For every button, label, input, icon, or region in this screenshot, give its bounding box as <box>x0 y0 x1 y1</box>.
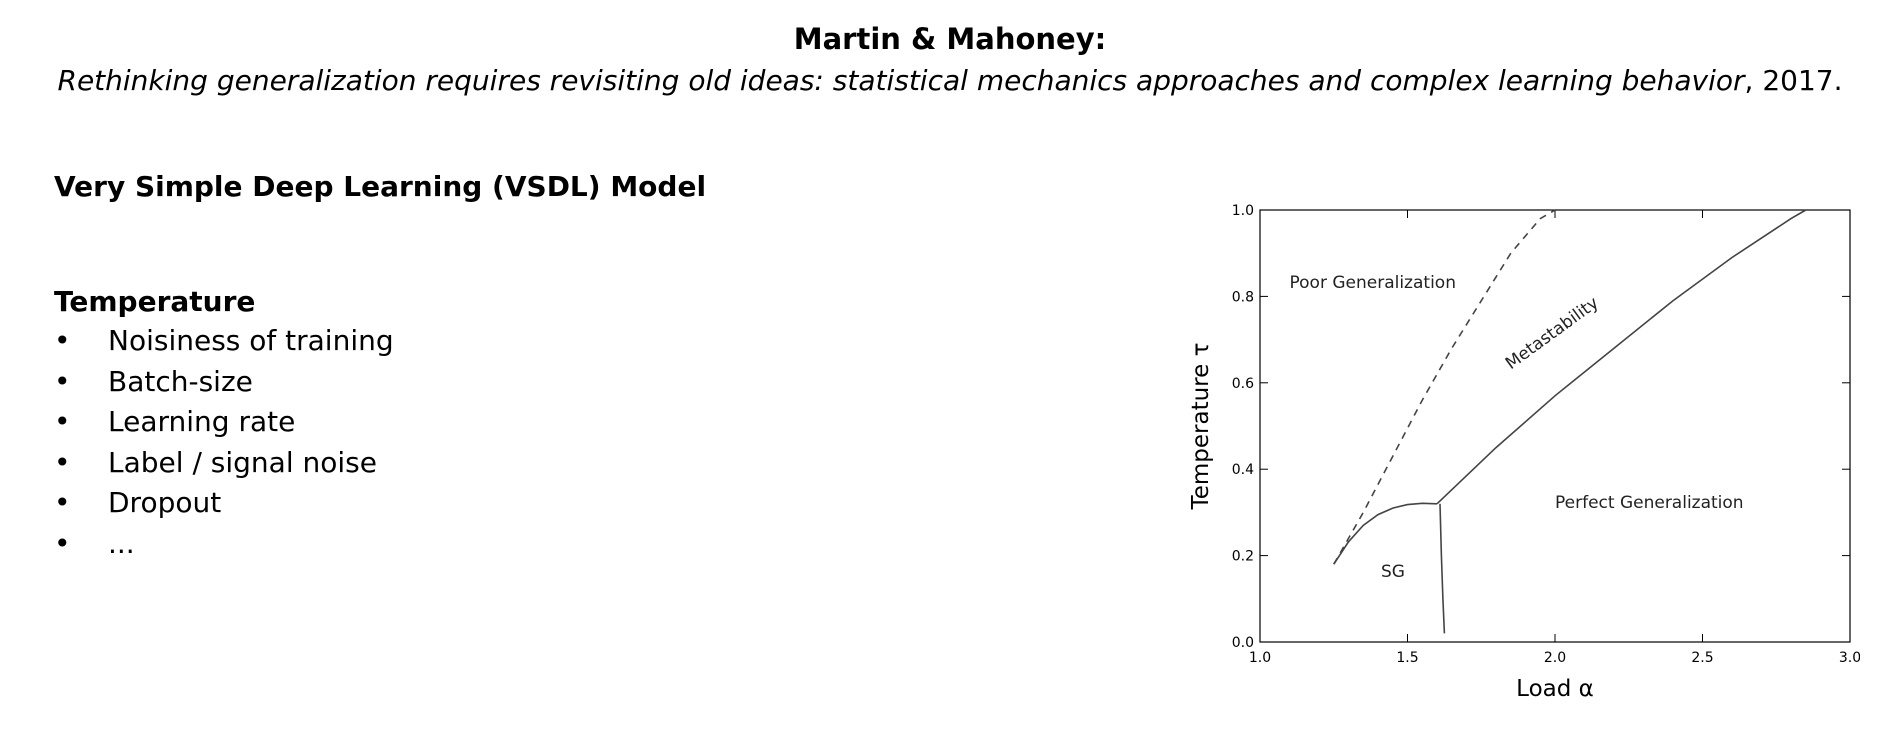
list-item: • Learning rate <box>54 402 394 443</box>
y-tick-label: 0.4 <box>1232 462 1254 478</box>
bullet-icon: • <box>54 486 71 519</box>
x-tick-label: 2.5 <box>1691 650 1713 666</box>
model-title: Very Simple Deep Learning (VSDL) Model <box>54 170 707 203</box>
list-item-label: Dropout <box>108 486 222 519</box>
list-item-label: Learning rate <box>108 405 296 438</box>
list-item: • Label / signal noise <box>54 443 394 484</box>
citation-title: Rethinking generalization requires revis… <box>57 64 1745 97</box>
temperature-heading: Temperature <box>54 285 256 318</box>
bullet-icon: • <box>54 324 71 357</box>
list-item: • Noisiness of training <box>54 321 394 362</box>
solid-boundary-line <box>1333 502 1438 565</box>
dashed-boundary-line <box>1333 209 1556 565</box>
phase-diagram-chart: 1.0 1.5 2.0 2.5 3.0 0.0 0.2 0.4 0.6 0.8 1.0 Load α T… <box>1188 203 1860 702</box>
list-item-label: Label / signal noise <box>108 445 377 479</box>
list-item: • Batch-size <box>54 362 394 403</box>
x-tick-label: 2.0 <box>1544 650 1566 666</box>
y-axis-label: Temperature τ <box>1188 343 1214 511</box>
y-tick-label: 1.0 <box>1232 203 1254 219</box>
bullet-icon: • <box>54 364 71 398</box>
header-citation: Rethinking generalization requires revis… <box>0 64 1900 97</box>
x-tick-label: 3.0 <box>1839 650 1860 666</box>
bullet-icon: • <box>54 445 71 479</box>
header-author: Martin & Mahoney: <box>793 22 1107 56</box>
list-item: •... <box>54 524 394 565</box>
solid-boundary-line <box>1439 503 1446 634</box>
x-tick-label: 1.0 <box>1249 650 1271 666</box>
region-annotation: Perfect Generalization <box>1555 493 1744 513</box>
citation-suffix: , 2017. <box>1744 64 1843 97</box>
bullet-icon: • <box>54 526 71 560</box>
y-tick-label: 0.6 <box>1232 376 1254 392</box>
y-tick-label: 0.8 <box>1232 289 1254 305</box>
list-item-label: ... <box>108 526 135 560</box>
y-tick-label: 0.2 <box>1232 549 1254 565</box>
x-tick-label: 1.5 <box>1396 650 1418 666</box>
bullet-icon: • <box>54 405 71 438</box>
list-item-label: Noisiness of training <box>108 324 394 357</box>
region-annotation: SG <box>1381 562 1405 582</box>
region-annotation: Poor Generalization <box>1290 273 1456 293</box>
solid-boundary-line <box>1436 209 1807 505</box>
x-axis-label: Load α <box>1516 676 1594 702</box>
list-item-label: Batch-size <box>108 364 253 398</box>
region-annotation: Metastability <box>1502 293 1603 374</box>
y-tick-label: 0.0 <box>1232 635 1254 651</box>
temperature-list: • Noisiness of training • Batch-size • Lear… <box>54 321 394 564</box>
list-item: • Dropout <box>54 483 394 524</box>
